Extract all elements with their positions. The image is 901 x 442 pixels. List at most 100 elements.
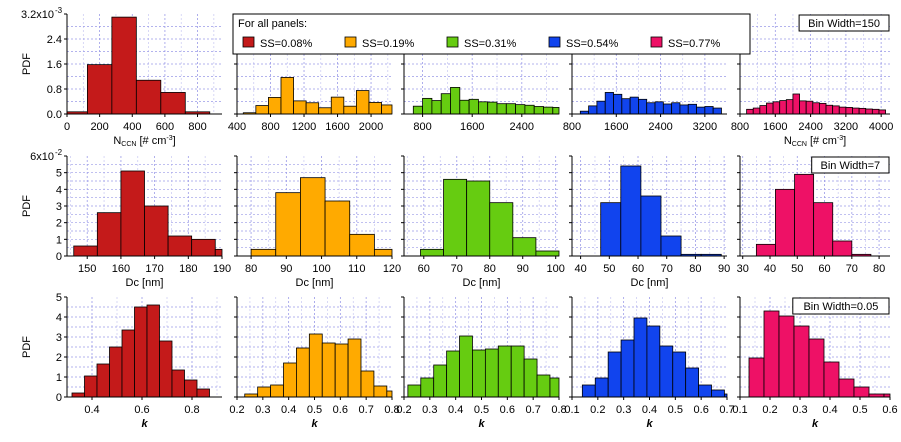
histogram-bar [293, 100, 307, 115]
histogram-bar [120, 170, 145, 257]
y-tick-label: 0.8 [47, 84, 62, 96]
histogram-bar [712, 107, 722, 115]
y-axis-label: PDF [21, 195, 33, 217]
histogram-bar [711, 389, 725, 398]
histogram-panel: 800 1600 2400 [401, 13, 560, 133]
histogram-bar [871, 108, 880, 115]
histogram-bar [600, 202, 622, 257]
x-axis-label: Dc [nm] [296, 277, 334, 289]
histogram-bar [785, 99, 794, 115]
histogram-bar [808, 338, 825, 398]
histogram-bar [613, 93, 623, 115]
legend-item: SS=0.19% [344, 36, 415, 50]
histogram-bar [300, 177, 326, 257]
histogram-bar [594, 377, 609, 398]
x-tick-label: 70 [451, 263, 463, 275]
x-tick-label: 0.2 [396, 404, 411, 416]
x-tick-label: 2400 [798, 121, 822, 133]
x-tick-label: 0.7 [359, 404, 374, 416]
histogram-bar [330, 96, 345, 115]
x-tick-label: 90 [718, 263, 730, 275]
y-tick-label: 5 [56, 292, 62, 304]
legend-label: SS=0.08% [260, 38, 313, 50]
x-axis-label: k [646, 418, 653, 430]
histogram-bar [420, 377, 435, 398]
histogram-bar [853, 386, 870, 398]
histogram-bar [621, 98, 631, 115]
x-tick-label: 0.4 [642, 404, 657, 416]
histogram-bar [748, 357, 765, 398]
x-tick-label: 110 [348, 263, 366, 275]
histogram-bar [533, 106, 544, 115]
x-axis-label: k [812, 418, 819, 430]
histogram-bar [633, 317, 648, 398]
histogram-bar [510, 345, 525, 398]
x-tick-label: 60 [818, 263, 830, 275]
x-tick-label: 0.7 [719, 404, 734, 416]
y-tick-exponent: -2 [55, 148, 63, 157]
x-tick-label: 0.6 [134, 404, 149, 416]
x-tick-label: 0 [64, 121, 70, 133]
histogram-bar [466, 180, 491, 257]
histogram-bar [581, 384, 596, 398]
histogram-bar [496, 103, 507, 115]
histogram-bar [412, 105, 423, 115]
histogram-bar [812, 102, 820, 115]
histogram-bar [159, 340, 173, 398]
histogram-bar [685, 367, 699, 398]
histogram-bar [704, 106, 714, 115]
histogram-bar [497, 345, 512, 398]
x-tick-label: 0.2 [590, 404, 605, 416]
bin-width-box [811, 156, 890, 174]
histogram-bar [687, 103, 697, 115]
bin-width-label: Bin Width=7 [821, 160, 881, 172]
x-tick-label: 0.4 [281, 404, 296, 416]
x-tick-label: 80 [689, 263, 701, 275]
histogram-bar [823, 361, 840, 398]
histogram-bar [799, 100, 807, 115]
histogram-bar [111, 16, 137, 115]
bin-width-label: Bin Width=150 [808, 18, 880, 30]
histogram-bar [629, 96, 639, 115]
histogram-bar [255, 105, 269, 115]
x-tick-label: 1600 [325, 121, 349, 133]
histogram-bar [543, 106, 554, 115]
histogram-bar [646, 325, 661, 398]
legend-item: SS=0.31% [446, 36, 517, 50]
histogram-bar [96, 212, 122, 257]
x-tick-label: 180 [179, 263, 197, 275]
histogram-bar [505, 103, 516, 115]
histogram-bar [654, 101, 664, 115]
x-tick-label: 90 [517, 263, 529, 275]
histogram-bar [659, 345, 674, 398]
x-tick-label: 0.4 [448, 404, 463, 416]
histogram-bar [440, 93, 451, 115]
histogram-bar [146, 304, 160, 398]
x-tick-label: 0.8 [384, 404, 399, 416]
x-tick-label: 1600 [763, 121, 787, 133]
histogram-bar [484, 348, 499, 398]
histogram-bar [755, 243, 776, 257]
y-tick-label: 3.2x10 [21, 9, 54, 21]
histogram-bar [763, 310, 780, 398]
x-axis-label: Dc [nm] [463, 277, 501, 289]
histogram-bar [845, 107, 853, 115]
histogram-bar [679, 104, 689, 115]
y-axis-label: PDF [21, 53, 33, 75]
y-tick-label: 2 [56, 352, 62, 364]
histogram-bar [283, 362, 297, 398]
legend: For all panels: SS=0.08% SS=0.19% SS=0.3… [232, 13, 751, 55]
legend-label: SS=0.31% [464, 38, 517, 50]
x-tick-label: 0.3 [616, 404, 631, 416]
histogram-bar [535, 250, 560, 257]
x-tick-label: 120 [383, 263, 401, 275]
histogram-bar [813, 202, 834, 257]
histogram-bar [280, 77, 294, 115]
histogram-bar [334, 343, 349, 398]
y-axis-label: PDF [21, 336, 33, 358]
histogram-bar [144, 205, 169, 257]
histogram-bar [604, 92, 614, 115]
x-axis-label: Dc [nm] [631, 277, 669, 289]
histogram-bar [607, 351, 622, 398]
